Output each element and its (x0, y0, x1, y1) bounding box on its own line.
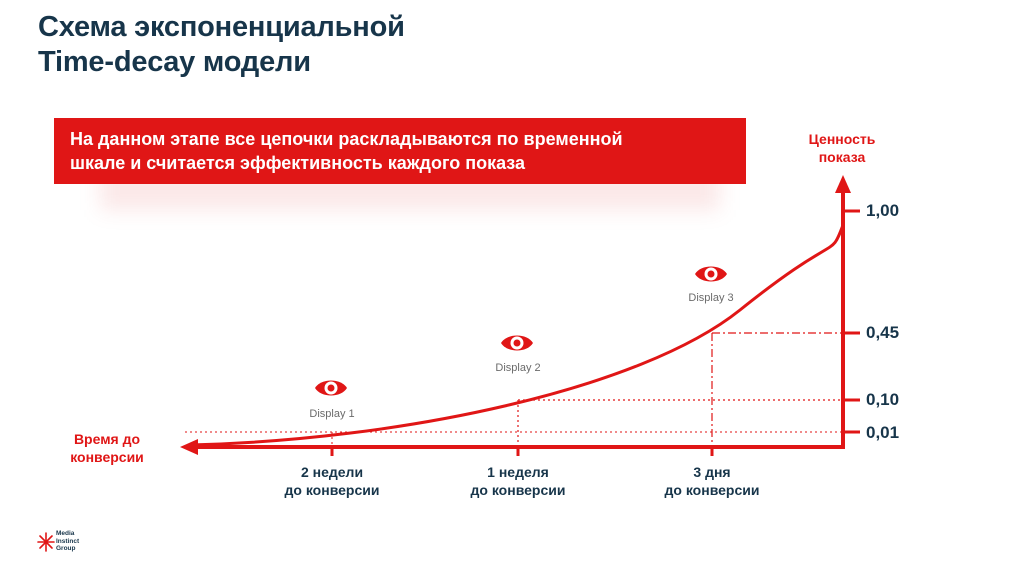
x-axis-title-line-1: Время до (73, 431, 141, 447)
x-label-3-days-line-2: до конверсии (664, 482, 760, 498)
x-label-2-weeks: 2 недели до конверсии (252, 463, 412, 499)
y-axis-arrow (835, 175, 851, 193)
eye-icon (315, 380, 347, 396)
y-axis-title: Ценность показа (782, 130, 902, 166)
x-axis-arrow (180, 439, 198, 455)
company-logo: Media Instinct Group (36, 530, 116, 560)
logo-line-3: Group (56, 545, 76, 552)
y-tick-label-1-00: 1,00 (866, 201, 900, 220)
banner-line-2: шкале и считается эффективность каждого … (70, 153, 526, 173)
x-label-1-week: 1 неделя до конверсии (438, 463, 598, 499)
logo-line-2: Instinct (56, 537, 80, 545)
y-tick-label-0-45: 0,45 (866, 323, 900, 342)
x-label-1-week-line-2: до конверсии (470, 482, 566, 498)
y-axis-title-line-1: Ценность (808, 131, 876, 147)
logo-text: Media Instinct Group (56, 530, 79, 553)
display-label-3: Display 3 (688, 292, 734, 304)
eye-icon (695, 266, 727, 282)
x-label-2-weeks-line-1: 2 недели (300, 464, 364, 480)
decay-curve (189, 224, 845, 447)
banner-line-1: На данном этапе все цепочки раскладывают… (70, 129, 623, 149)
display-label-2: Display 2 (495, 362, 541, 374)
x-label-3-days: 3 дня до конверсии (632, 463, 792, 499)
x-axis-title-line-2: конверсии (70, 449, 144, 465)
x-label-3-days-line-1: 3 дня (693, 464, 731, 480)
logo-line-1: Media (56, 530, 75, 537)
info-banner: На данном этапе все цепочки раскладывают… (54, 118, 746, 184)
page-title-line-2: Time-decay модели (38, 46, 311, 78)
page-title: Схема экспоненциальной Time-decay модели (38, 10, 405, 80)
x-label-1-week-line-1: 1 неделя (487, 464, 549, 480)
logo-asterisk-icon (37, 532, 55, 552)
y-tick-label-0-01: 0,01 (866, 423, 900, 442)
x-label-2-weeks-line-2: до конверсии (284, 482, 380, 498)
x-axis-title: Время до конверсии (52, 430, 162, 466)
page-title-line-1: Схема экспоненциальной (38, 11, 405, 43)
y-tick-label-0-10: 0,10 (866, 390, 900, 409)
display-label-1: Display 1 (309, 408, 355, 420)
y-axis-title-line-2: показа (818, 149, 866, 165)
eye-icon (501, 335, 533, 351)
